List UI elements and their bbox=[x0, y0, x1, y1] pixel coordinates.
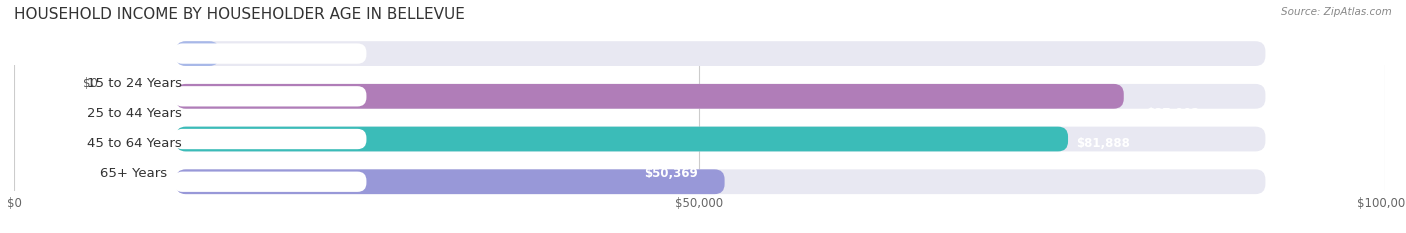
Text: 15 to 24 Years: 15 to 24 Years bbox=[87, 77, 181, 90]
Text: 45 to 64 Years: 45 to 64 Years bbox=[87, 137, 181, 150]
Text: 25 to 44 Years: 25 to 44 Years bbox=[87, 107, 181, 120]
FancyBboxPatch shape bbox=[176, 84, 1265, 109]
FancyBboxPatch shape bbox=[176, 169, 724, 194]
FancyBboxPatch shape bbox=[176, 84, 1123, 109]
FancyBboxPatch shape bbox=[176, 127, 1069, 151]
Text: 65+ Years: 65+ Years bbox=[100, 167, 167, 180]
Text: $81,888: $81,888 bbox=[1076, 137, 1130, 150]
Text: Source: ZipAtlas.com: Source: ZipAtlas.com bbox=[1281, 7, 1392, 17]
FancyBboxPatch shape bbox=[176, 169, 1265, 194]
Text: $87,002: $87,002 bbox=[1146, 107, 1199, 120]
Text: $0: $0 bbox=[83, 77, 97, 90]
FancyBboxPatch shape bbox=[173, 43, 367, 64]
Text: $50,369: $50,369 bbox=[644, 167, 697, 180]
FancyBboxPatch shape bbox=[173, 86, 367, 106]
FancyBboxPatch shape bbox=[173, 171, 367, 192]
Text: HOUSEHOLD INCOME BY HOUSEHOLDER AGE IN BELLEVUE: HOUSEHOLD INCOME BY HOUSEHOLDER AGE IN B… bbox=[14, 7, 465, 22]
FancyBboxPatch shape bbox=[176, 127, 1265, 151]
FancyBboxPatch shape bbox=[176, 41, 1265, 66]
FancyBboxPatch shape bbox=[176, 41, 219, 66]
FancyBboxPatch shape bbox=[173, 129, 367, 149]
